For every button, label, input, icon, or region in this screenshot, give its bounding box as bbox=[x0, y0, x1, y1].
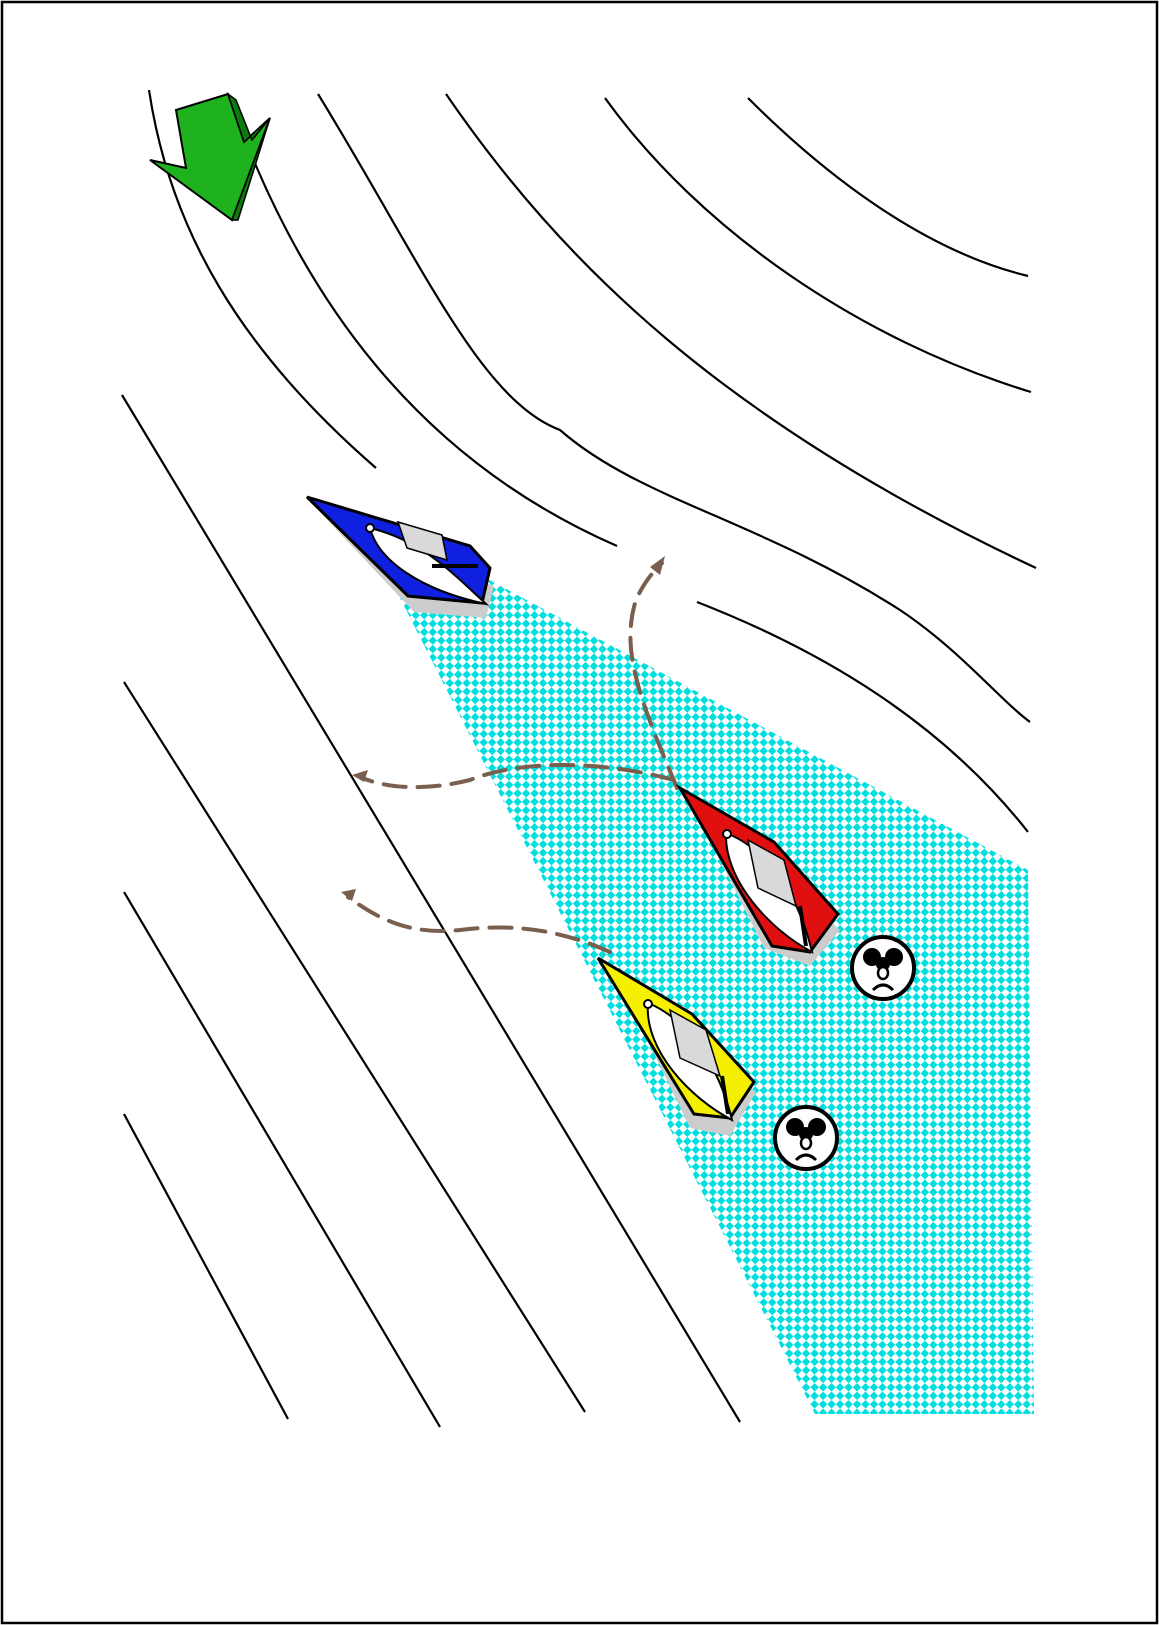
boat-cabin bbox=[396, 520, 448, 562]
wind-line bbox=[227, 95, 618, 548]
course-arrow bbox=[358, 763, 676, 790]
boat-red bbox=[675, 783, 840, 966]
wind-line bbox=[747, 97, 1029, 278]
boat-tiller bbox=[720, 1075, 730, 1115]
wind-line bbox=[696, 600, 1029, 833]
wind-arrow-icon bbox=[149, 91, 271, 222]
boat-mast bbox=[365, 523, 375, 533]
arrowhead bbox=[650, 556, 665, 575]
boat-tiller bbox=[798, 905, 808, 947]
wind-line bbox=[123, 891, 441, 1428]
wind-lines-straight bbox=[121, 394, 741, 1428]
course-arrowheads bbox=[341, 556, 665, 901]
wind-line bbox=[147, 89, 377, 469]
course-arrows bbox=[346, 561, 679, 954]
wind-line bbox=[123, 1113, 289, 1420]
wind-line bbox=[445, 93, 1037, 569]
arrowhead bbox=[352, 770, 368, 782]
sad-face-icon bbox=[850, 935, 916, 1001]
course-arrow bbox=[628, 561, 679, 790]
wind-line bbox=[317, 93, 1031, 723]
boat-mast bbox=[722, 829, 732, 839]
course-arrow bbox=[346, 895, 612, 954]
wind-line bbox=[121, 394, 741, 1423]
wind-line bbox=[604, 97, 1032, 394]
arrowhead bbox=[341, 889, 356, 901]
wind-shadow-zone bbox=[400, 576, 1034, 1414]
sad-face-icon bbox=[773, 1105, 839, 1171]
boat-yellow bbox=[596, 956, 756, 1136]
boat-cabin bbox=[746, 838, 798, 908]
boat-mast bbox=[643, 999, 653, 1009]
boat-blue bbox=[305, 495, 494, 618]
boat-cabin bbox=[668, 1008, 722, 1078]
wind-lines-curved bbox=[147, 89, 1037, 833]
wind-line bbox=[123, 681, 586, 1413]
